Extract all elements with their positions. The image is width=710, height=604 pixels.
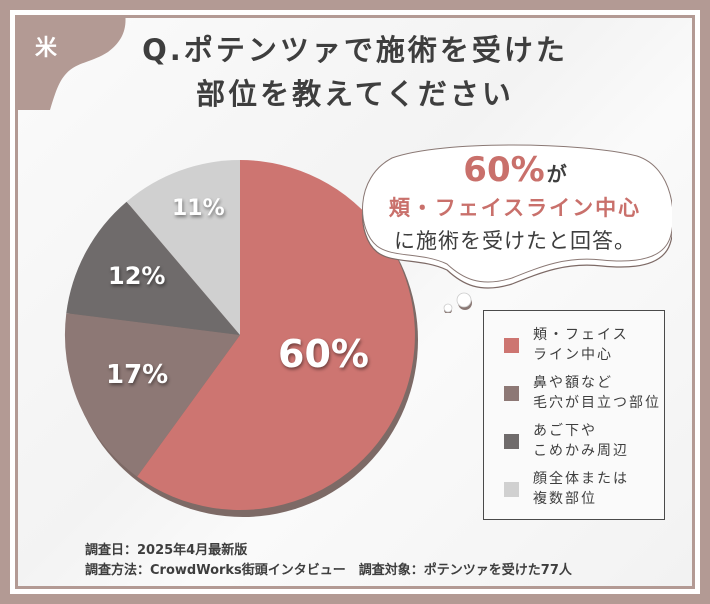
title-line-2: 部位を教えてください bbox=[196, 77, 514, 111]
chart-legend: 頬・フェイス ライン中心 鼻や額など 毛穴が目立つ部位 あご下や こめかみ周辺 … bbox=[483, 310, 665, 520]
legend-swatch bbox=[504, 385, 519, 401]
page-title: Q.ポテンツァで施術を受けた 部位を教えてください bbox=[0, 28, 710, 116]
callout-percent-line: 60% が bbox=[365, 150, 665, 190]
pie-label-12: 12% bbox=[108, 262, 166, 290]
pie-graphic bbox=[64, 160, 418, 517]
legend-item-jaw-temple: あご下や こめかみ周辺 bbox=[504, 421, 629, 461]
legend-swatch bbox=[504, 337, 519, 353]
callout-highlight: 頬・フェイスライン中心 bbox=[388, 196, 642, 220]
callout-bubble bbox=[361, 144, 672, 313]
pie-slice-cheek-faceline bbox=[137, 160, 415, 510]
legend-label: 頬・フェイス ライン中心 bbox=[533, 327, 629, 363]
survey-footnote: 調査日：2025年4月最新版 調査方法：CrowdWorks街頭インタビュー 調… bbox=[85, 541, 572, 581]
pie-label-60: 60% bbox=[278, 332, 369, 376]
corner-decoration bbox=[18, 18, 126, 110]
callout-percent: 60% bbox=[463, 150, 545, 190]
callout-description: に施術を受けたと回答。 bbox=[394, 229, 636, 253]
pie-slice-nose-forehead bbox=[64, 313, 240, 477]
legend-item-whole-face: 顔全体または 複数部位 bbox=[504, 469, 629, 509]
survey-date: 調査日：2025年4月最新版 bbox=[85, 543, 248, 558]
pie-slice-whole-face bbox=[126, 160, 240, 335]
legend-label: 顔全体または 複数部位 bbox=[533, 471, 629, 507]
legend-item-nose-forehead: 鼻や額など 毛穴が目立つ部位 bbox=[504, 373, 661, 413]
pie-label-11: 11% bbox=[172, 196, 225, 221]
legend-swatch bbox=[504, 433, 519, 449]
callout-text: 60% が 頬・フェイスライン中心 に施術を受けたと回答。 bbox=[365, 150, 665, 255]
pie-chart: 60% 17% 12% 11% bbox=[60, 152, 425, 527]
legend-label: あご下や こめかみ周辺 bbox=[533, 423, 629, 459]
pie-slice-jaw-temple bbox=[66, 201, 240, 335]
title-line-1: Q.ポテンツァで施術を受けた bbox=[142, 33, 568, 67]
pie-label-17: 17% bbox=[106, 360, 169, 390]
corner-logo-mark: 米 bbox=[35, 36, 58, 61]
legend-swatch bbox=[504, 481, 519, 497]
legend-label: 鼻や額など 毛穴が目立つ部位 bbox=[533, 375, 661, 411]
legend-item-cheek-faceline: 頬・フェイス ライン中心 bbox=[504, 325, 629, 365]
callout-percent-suffix: が bbox=[546, 162, 567, 186]
survey-method: 調査方法：CrowdWorks街頭インタビュー 調査対象：ポテンツァを受けた77… bbox=[85, 563, 572, 578]
